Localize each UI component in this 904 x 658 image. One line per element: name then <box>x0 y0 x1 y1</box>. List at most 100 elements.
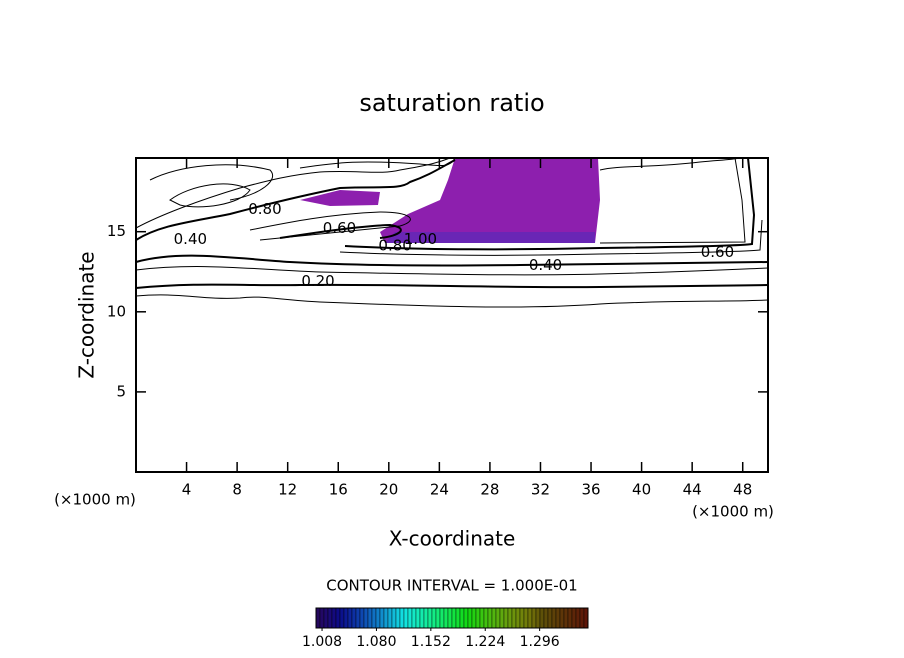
contour-line <box>344 157 756 251</box>
colorbar-swatch <box>555 607 561 629</box>
y-unit: (×1000 m) <box>54 491 136 509</box>
contour-label: 0.40 <box>174 230 207 248</box>
colorbar-swatch <box>371 607 377 629</box>
x-tick-label: 8 <box>232 481 242 499</box>
contour-interval: CONTOUR INTERVAL = 1.000E-01 <box>326 577 577 595</box>
contour-line <box>135 266 769 276</box>
colorbar-swatch <box>335 607 341 629</box>
colorbar-swatch <box>395 607 401 629</box>
colorbar-label: 1.152 <box>411 634 451 650</box>
colorbar-swatch <box>475 607 481 629</box>
x-axis-label: X-coordinate <box>389 527 516 551</box>
colorbar-swatch <box>563 607 569 629</box>
colorbar-label: 1.080 <box>356 634 396 650</box>
colorbar-swatch <box>355 607 361 629</box>
colorbar-swatch <box>427 607 433 629</box>
colorbar-swatch <box>343 607 349 629</box>
colorbar-swatch <box>551 607 557 629</box>
colorbar-swatch <box>403 607 409 629</box>
colorbar-swatch <box>535 607 541 629</box>
y-tick-label: 15 <box>107 222 126 240</box>
x-tick-label: 12 <box>278 481 297 499</box>
supersaturated-area <box>380 158 600 243</box>
colorbar-swatch <box>543 607 549 629</box>
chart-title: saturation ratio <box>359 89 544 117</box>
contour-label: 0.40 <box>529 256 562 274</box>
colorbar-label: 1.008 <box>302 634 342 650</box>
colorbar-swatch <box>467 607 473 629</box>
colorbar-swatch <box>319 607 325 629</box>
colorbar-swatch <box>479 607 485 629</box>
colorbar-swatch <box>483 607 489 629</box>
x-tick-label: 20 <box>379 481 398 499</box>
colorbar-swatch <box>499 607 505 629</box>
colorbar-swatch <box>523 607 529 629</box>
colorbar-label: 1.296 <box>520 634 560 650</box>
colorbar-swatch <box>423 607 429 629</box>
y-axis-label: Z-coordinate <box>75 251 99 378</box>
colorbar-swatch <box>511 607 517 629</box>
colorbar-swatch <box>571 607 577 629</box>
colorbar-swatch <box>339 607 345 629</box>
colorbar-swatch <box>451 607 457 629</box>
colorbar-swatch <box>547 607 553 629</box>
colorbar-swatch <box>359 607 365 629</box>
colorbar-swatch <box>531 607 537 629</box>
colorbar-swatch <box>415 607 421 629</box>
colorbar-label: 1.224 <box>465 634 505 650</box>
colorbar-frame <box>315 607 589 629</box>
colorbar-swatch <box>347 607 353 629</box>
colorbar-swatch <box>379 607 385 629</box>
colorbar-swatch <box>419 607 425 629</box>
contour-label: 0.60 <box>701 243 734 261</box>
colorbar-swatch <box>463 607 469 629</box>
colorbar-swatch <box>323 607 329 629</box>
contour-line <box>299 157 456 169</box>
colorbar-swatch <box>559 607 565 629</box>
colorbar-swatch <box>443 607 449 629</box>
colorbar-swatch <box>471 607 477 629</box>
colorbar-swatch <box>519 607 525 629</box>
contour-line <box>135 283 769 289</box>
contour-line <box>599 157 741 171</box>
contour-lines <box>135 157 769 308</box>
x-tick-label: 16 <box>329 481 348 499</box>
colorbar-swatch <box>567 607 573 629</box>
colorbar-swatch <box>495 607 501 629</box>
colorbar-swatch <box>367 607 373 629</box>
contour-line <box>135 294 769 308</box>
x-unit: (×1000 m) <box>692 503 774 521</box>
colorbar-swatch <box>515 607 521 629</box>
colorbar-swatch <box>539 607 545 629</box>
colorbar-swatch <box>503 607 509 629</box>
colorbar-swatch <box>411 607 417 629</box>
plot-frame <box>135 157 769 473</box>
contour-line <box>169 183 251 208</box>
filled-region <box>300 158 600 243</box>
colorbar-swatch <box>315 607 321 629</box>
colorbar-swatch <box>431 607 437 629</box>
x-tick-label: 24 <box>430 481 449 499</box>
x-tick-label: 32 <box>531 481 550 499</box>
contour-label: 0.20 <box>301 272 334 290</box>
supersaturated-edge <box>385 232 595 243</box>
contour-label: 0.60 <box>323 219 356 237</box>
colorbar-swatch <box>487 607 493 629</box>
x-tick-label: 4 <box>182 481 192 499</box>
colorbar-swatch <box>391 607 397 629</box>
colorbar-swatch <box>383 607 389 629</box>
contour-label: 1.00 <box>404 230 437 248</box>
colorbar-swatch <box>579 607 585 629</box>
contour-line <box>135 157 451 229</box>
contour-line <box>339 219 763 256</box>
colorbar-swatch <box>459 607 465 629</box>
contour-line <box>135 254 769 267</box>
x-tick-label: 36 <box>581 481 600 499</box>
colorbar-swatch <box>507 607 513 629</box>
colorbar-swatch <box>527 607 533 629</box>
colorbar-swatch <box>327 607 333 629</box>
x-tick-label: 40 <box>632 481 651 499</box>
y-tick-label: 5 <box>116 382 126 400</box>
colorbar-swatch <box>435 607 441 629</box>
